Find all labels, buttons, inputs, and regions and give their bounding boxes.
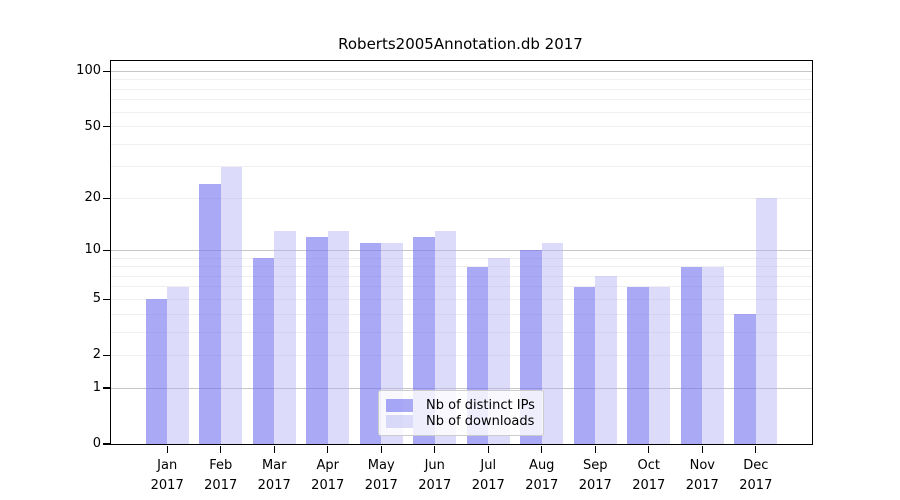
bar-downloads-oct-2017 xyxy=(648,286,671,444)
gridline-minor xyxy=(111,111,812,113)
gridline-minor xyxy=(111,79,812,81)
gridline-minor xyxy=(111,166,812,168)
y-axis-tick xyxy=(102,298,110,301)
gridline-minor xyxy=(111,354,812,356)
x-axis-tick xyxy=(380,446,382,454)
y-tick-label: 20 xyxy=(84,190,101,206)
gridline-major xyxy=(111,70,812,72)
gridline-minor xyxy=(111,143,812,145)
bar-distinct-ips-nov-2017 xyxy=(680,266,703,444)
x-axis-tick xyxy=(220,446,222,454)
x-axis-tick xyxy=(755,446,757,454)
bar-distinct-ips-apr-2017 xyxy=(306,236,328,444)
gridline-minor xyxy=(111,313,812,315)
x-tick-label: Dec 2017 xyxy=(739,458,773,493)
y-axis-tick xyxy=(102,354,110,356)
bar-downloads-aug-2017 xyxy=(541,243,564,444)
bar-distinct-ips-dec-2017 xyxy=(734,314,756,444)
gridline-major xyxy=(111,387,812,389)
x-tick-label: Jun 2017 xyxy=(418,458,452,493)
legend-row: Nb of downloads xyxy=(386,413,535,429)
y-tick-label: 100 xyxy=(76,63,101,79)
x-axis-tick xyxy=(648,446,650,454)
bar-downloads-mar-2017 xyxy=(274,230,296,444)
x-axis-tick xyxy=(434,446,436,454)
y-tick-label: 2 xyxy=(92,347,101,363)
downloads-swatch-icon xyxy=(386,414,413,428)
y-axis-tick xyxy=(102,125,110,128)
x-axis-tick xyxy=(487,446,489,454)
gridline-minor xyxy=(111,286,812,288)
y-tick-label: 10 xyxy=(84,242,101,258)
bar-downloads-dec-2017 xyxy=(755,198,778,444)
bar-downloads-sep-2017 xyxy=(595,276,617,444)
gridline-minor xyxy=(111,275,812,277)
bar-downloads-feb-2017 xyxy=(220,166,243,444)
y-axis-tick xyxy=(102,387,110,389)
y-tick-label: 5 xyxy=(92,291,101,307)
gridline-major xyxy=(111,249,812,251)
x-tick-label: Apr 2017 xyxy=(311,458,345,493)
gridline-minor xyxy=(111,99,812,101)
bar-downloads-nov-2017 xyxy=(702,266,724,444)
legend-label-downloads: Nb of downloads xyxy=(426,413,535,429)
bar-distinct-ips-sep-2017 xyxy=(573,286,596,444)
y-tick-label: 50 xyxy=(84,118,101,134)
x-tick-label: Oct 2017 xyxy=(632,458,666,493)
x-axis-tick xyxy=(166,446,168,454)
bar-distinct-ips-oct-2017 xyxy=(627,286,649,444)
x-tick-label: Mar 2017 xyxy=(257,458,291,493)
legend-label-distinct-ips: Nb of distinct IPs xyxy=(426,397,535,413)
x-tick-label: May 2017 xyxy=(364,458,398,493)
x-axis-tick xyxy=(273,446,275,454)
bar-distinct-ips-mar-2017 xyxy=(252,258,275,444)
x-axis-tick xyxy=(541,446,543,454)
x-tick-label: Aug 2017 xyxy=(525,458,559,493)
y-tick-label: 1 xyxy=(92,380,101,396)
bar-downloads-jan-2017 xyxy=(167,286,189,444)
gridline-minor xyxy=(111,257,812,259)
bar-distinct-ips-feb-2017 xyxy=(199,184,221,444)
gridline-minor xyxy=(111,88,812,90)
gridline-minor xyxy=(111,298,812,300)
gridline-minor xyxy=(111,126,812,128)
y-axis-tick xyxy=(102,249,110,252)
legend-row: Nb of distinct IPs xyxy=(386,397,535,413)
y-axis-tick xyxy=(102,443,110,445)
chart-title: Roberts2005Annotation.db 2017 xyxy=(338,35,583,53)
x-tick-label: Jul 2017 xyxy=(471,458,505,493)
distinct-ips-swatch-icon xyxy=(386,398,413,412)
x-tick-label: Nov 2017 xyxy=(685,458,719,493)
x-tick-label: Jan 2017 xyxy=(150,458,184,493)
gridline-minor xyxy=(111,331,812,333)
y-tick-label: 0 xyxy=(92,436,101,451)
x-tick-label: Feb 2017 xyxy=(204,458,238,493)
x-tick-label: Sep 2017 xyxy=(578,458,612,493)
bar-distinct-ips-jan-2017 xyxy=(145,299,168,444)
gridline-minor xyxy=(111,266,812,268)
y-axis-tick xyxy=(102,70,110,73)
legend: Nb of distinct IPs Nb of downloads xyxy=(378,390,544,436)
gridline-minor xyxy=(111,197,812,199)
x-axis-tick xyxy=(327,446,329,454)
plot-area: Nb of distinct IPs Nb of downloads 0 1 2 5 1… xyxy=(76,60,813,493)
bar-distinct-ips-may-2017 xyxy=(359,243,382,444)
bar-downloads-apr-2017 xyxy=(327,230,350,444)
y-axis-tick xyxy=(102,197,110,199)
x-axis-tick xyxy=(594,446,596,454)
x-axis-tick xyxy=(701,446,703,454)
